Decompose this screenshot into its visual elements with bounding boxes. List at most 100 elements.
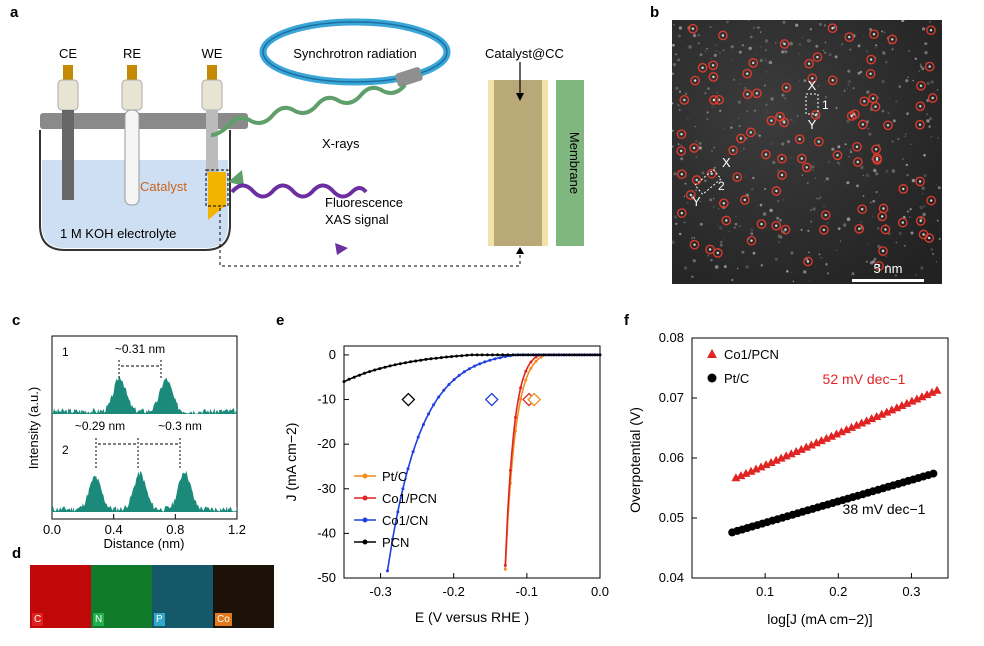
f-ytick-label: 0.04	[659, 570, 684, 585]
eds-map-p: P	[152, 565, 213, 628]
e-point	[519, 397, 523, 401]
e-point	[567, 353, 571, 357]
tem-speck	[750, 232, 754, 236]
tem-speck	[891, 48, 894, 51]
box1-x-label: X	[808, 78, 817, 93]
e-point	[485, 353, 489, 357]
f-point-co1pcn	[902, 398, 912, 407]
tem-speck	[867, 90, 870, 92]
e-point	[578, 353, 581, 357]
tem-svg: X Y 1 X Y 2 5 nm	[672, 20, 942, 284]
tem-speck	[737, 51, 740, 54]
atom-marker	[766, 115, 777, 126]
atom-marker	[745, 127, 756, 138]
f-ytick-label: 0.05	[659, 510, 684, 525]
atom-dot	[710, 172, 713, 175]
tem-speck	[714, 43, 717, 47]
tem-speck	[706, 47, 708, 50]
atom-dot	[901, 221, 904, 224]
tem-speck	[817, 85, 820, 87]
tem-speck	[898, 85, 902, 88]
atom-marker	[780, 224, 791, 235]
atom-marker	[883, 120, 893, 131]
atom-dot	[886, 124, 890, 127]
panel-c-label: c	[12, 312, 21, 329]
tem-speck	[849, 48, 852, 51]
e-point	[498, 356, 502, 360]
tem-speck	[675, 222, 678, 225]
tem-speck	[719, 243, 723, 247]
tem-speck	[886, 264, 889, 267]
eds-label-c: C	[32, 613, 44, 626]
tem-speck	[731, 122, 733, 124]
tem-speck	[723, 265, 727, 269]
tem-speck	[698, 141, 702, 145]
atom-dot	[689, 193, 692, 197]
tem-speck	[929, 117, 932, 120]
tem-speck	[683, 221, 686, 224]
tem-speck	[812, 207, 816, 211]
tem-speck	[764, 187, 767, 191]
tem-speck	[815, 44, 819, 48]
f-point-co1pcn	[852, 420, 862, 429]
tem-speck	[909, 208, 912, 211]
e-point	[488, 358, 492, 362]
tem-speck	[679, 109, 681, 111]
tem-speck	[822, 49, 825, 52]
tem-speck	[739, 225, 741, 228]
f-point-co1pcn	[862, 416, 872, 425]
atom-dot	[805, 166, 808, 169]
tem-speck	[885, 169, 889, 173]
atom-dot	[919, 219, 922, 223]
tem-speck	[748, 46, 752, 51]
tem-speck	[759, 59, 763, 62]
f-point-co1pcn	[781, 451, 791, 460]
atom-dot	[875, 158, 879, 161]
tem-speck	[901, 20, 905, 23]
atom-dot	[918, 123, 922, 126]
atom-dot	[831, 27, 834, 30]
tem-speck	[672, 72, 675, 76]
line-profile-box-1	[805, 93, 819, 115]
tem-speck	[924, 51, 928, 55]
atom-dot	[695, 178, 698, 182]
atom-marker	[915, 101, 926, 112]
tem-speck	[938, 237, 941, 240]
e-legend-dot	[362, 495, 368, 501]
e-point	[465, 353, 469, 357]
e-point	[547, 353, 551, 357]
tem-speck	[697, 33, 701, 37]
c-dimension-lines	[95, 360, 181, 468]
tem-speck	[770, 97, 774, 101]
tem-speck	[873, 168, 877, 173]
tem-speck	[922, 205, 926, 208]
tem-speck	[919, 65, 923, 68]
tem-speck	[937, 186, 941, 190]
atom-dot	[701, 66, 704, 69]
atom-dot	[902, 187, 905, 191]
tem-speck	[699, 200, 702, 203]
tem-speck	[843, 223, 847, 227]
atom-dot	[691, 27, 695, 30]
e-point	[598, 353, 602, 357]
tem-speck	[905, 163, 908, 167]
panel-a-label: a	[10, 4, 19, 21]
tem-speck	[672, 240, 675, 244]
tem-speck	[803, 79, 807, 83]
e-legend-label: Pt/C	[382, 469, 407, 484]
tem-speck	[733, 78, 736, 81]
e-point	[414, 359, 418, 363]
fluorescence-arrow	[335, 243, 348, 255]
atom-dot	[855, 145, 859, 148]
atom-dot	[749, 131, 752, 134]
atom-dot	[680, 149, 683, 153]
tem-speck	[937, 136, 939, 139]
e-point	[452, 378, 456, 382]
atom-marker	[690, 75, 700, 86]
f-point-ptc	[929, 469, 938, 478]
annotation-03: ~0.3 nm	[158, 419, 202, 433]
tem-speck	[673, 172, 677, 176]
f-point-co1pcn	[907, 396, 917, 405]
tem-speck	[903, 244, 906, 247]
tem-speck	[807, 229, 810, 232]
